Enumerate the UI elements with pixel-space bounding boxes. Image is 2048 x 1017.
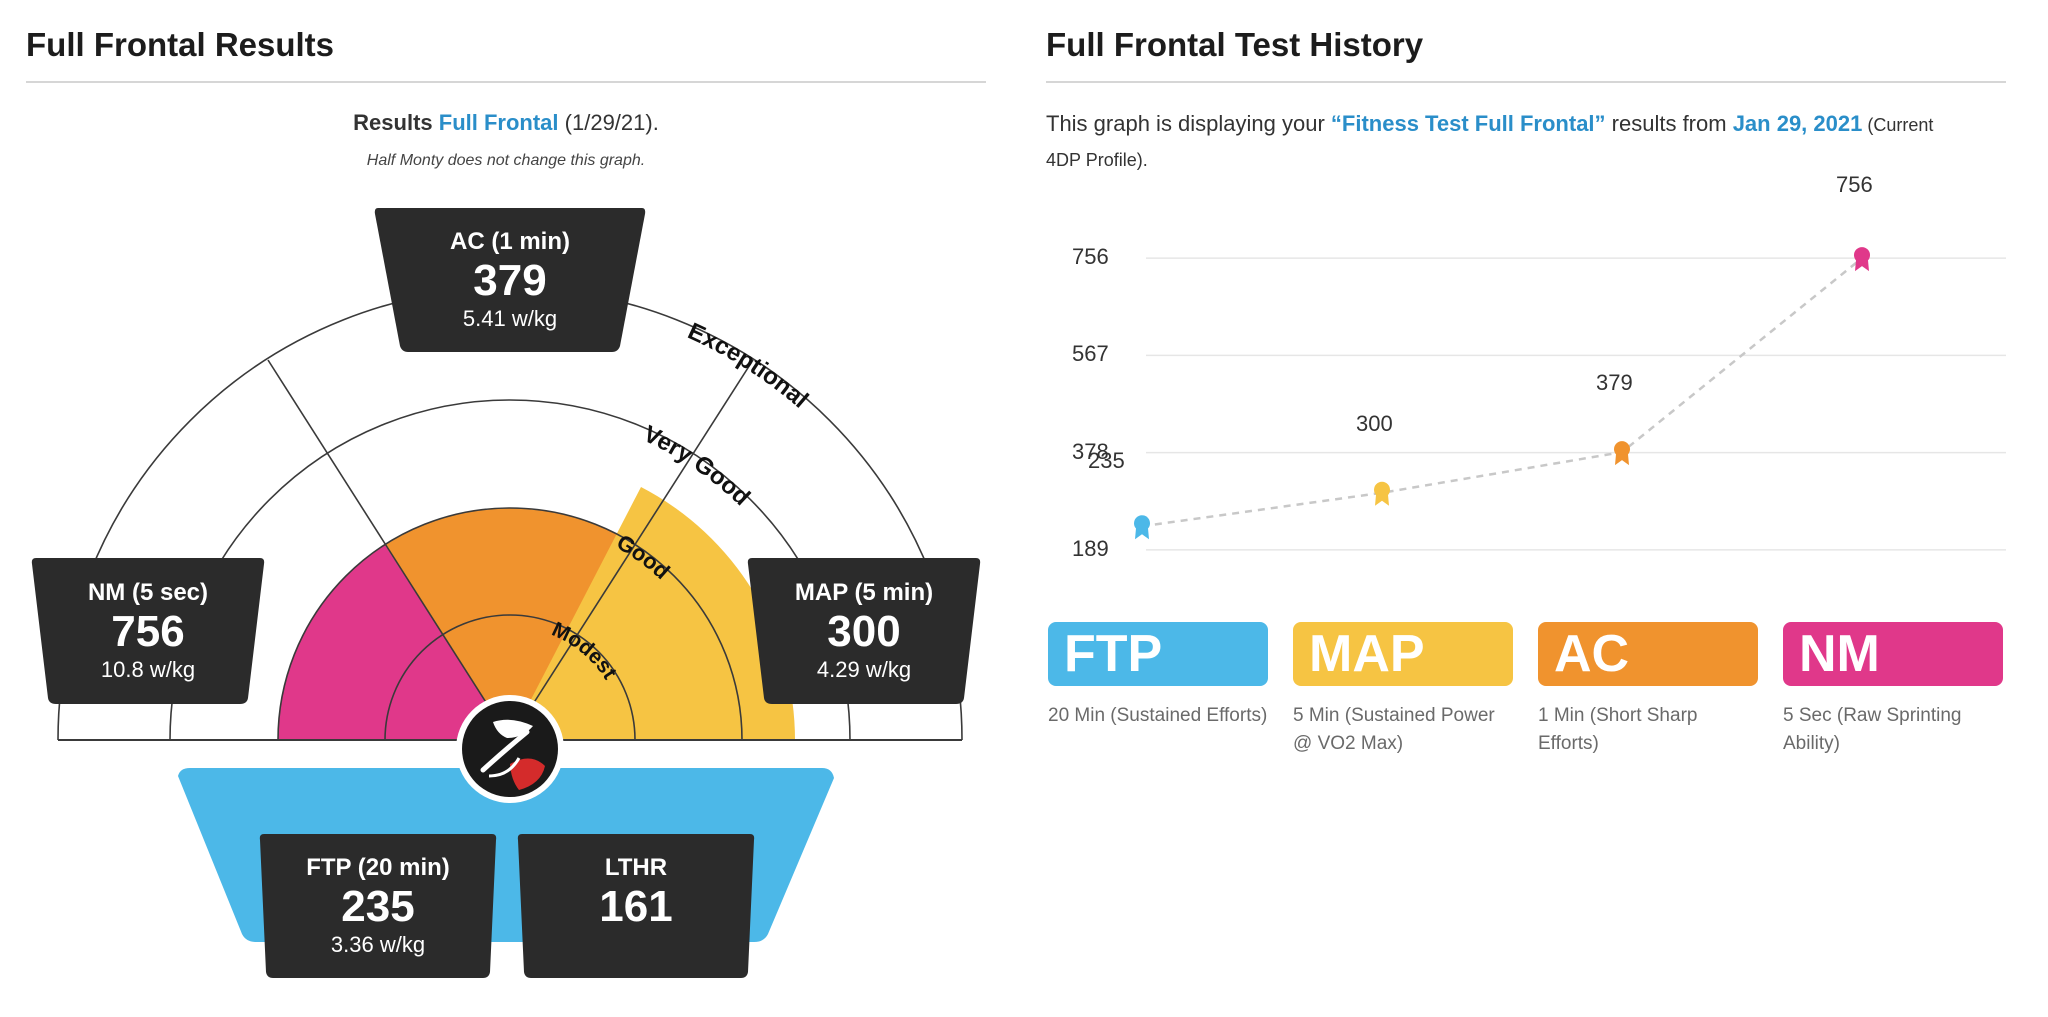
history-desc-part2: results from	[1605, 111, 1733, 136]
lthr-result-card: LTHR 161	[516, 832, 756, 980]
ac-wkg: 5.41 w/kg	[462, 306, 558, 332]
results-title-divider	[26, 81, 986, 83]
fitness-test-link[interactable]: “Fitness Test Full Frontal”	[1330, 111, 1606, 136]
history-line-chart	[1134, 247, 2006, 551]
map-wkg: 4.29 w/kg	[816, 657, 912, 683]
map-wedge	[510, 487, 795, 740]
nm-value: 756	[111, 606, 185, 656]
legend-desc-map: 5 Min (Sustained Power @ VO2 Max)	[1293, 705, 1495, 754]
legend-badge-nm: NM	[1783, 622, 2003, 686]
nm-label: NM (5 sec)	[87, 578, 209, 606]
legend-desc-ftp: 20 Min (Sustained Efforts)	[1048, 705, 1268, 726]
y-tick-label: 378	[1072, 438, 1109, 464]
nm-result-card: NM (5 sec) 756 10.8 w/kg	[30, 556, 266, 706]
ftp-label: FTP (20 min)	[306, 853, 450, 881]
half-monty-note: Half Monty does not change this graph.	[366, 152, 646, 169]
map-label: MAP (5 min)	[794, 578, 934, 606]
point-label: 756	[1836, 172, 1873, 198]
legend-desc-nm: 5 Sec (Raw Sprinting Ability)	[1783, 705, 1962, 754]
map-result-card: MAP (5 min) 300 4.29 w/kg	[746, 556, 982, 706]
point-label: 300	[1356, 410, 1393, 436]
lthr-label: LTHR	[604, 854, 668, 881]
point-label: 235	[1088, 448, 1125, 474]
y-tick-label: 567	[1072, 341, 1109, 367]
power-gauge: Exceptional Very Good Good Modest	[57, 287, 963, 741]
data-point-nm	[1854, 247, 1870, 272]
data-point-ftp	[1134, 515, 1150, 540]
legend-badge-ac: AC	[1538, 622, 1758, 686]
ac-result-card: AC (1 min) 379 5.41 w/kg	[372, 206, 648, 354]
results-panel-title: Full Frontal Results	[26, 26, 335, 63]
results-caption: Results Full Frontal (1/29/21).	[26, 110, 986, 136]
data-point-ac	[1614, 441, 1630, 466]
tier-label-exceptional: Exceptional	[684, 318, 814, 414]
ac-wedge	[385, 508, 635, 740]
history-desc-part1: This graph is displaying your	[1046, 111, 1331, 136]
chart-points	[1134, 247, 1870, 540]
sufferfest-logo	[456, 695, 564, 803]
results-prefix: Results	[353, 110, 433, 135]
point-label: 379	[1596, 370, 1633, 396]
nm-wedge	[278, 545, 510, 740]
lthr-value: 161	[599, 882, 673, 931]
history-panel-title: Full Frontal Test History	[1046, 26, 1424, 63]
history-date-link[interactable]: Jan 29, 2021	[1732, 111, 1863, 136]
history-desc-part3: (Current 4DP Profile).	[1046, 115, 1934, 171]
legend-badge-map: MAP	[1293, 622, 1513, 686]
ftp-result-card: FTP (20 min) 235 3.36 w/kg	[258, 832, 498, 980]
chart-series-line	[1141, 257, 1863, 528]
gauge-dividers	[267, 359, 754, 741]
y-tick-label: 189	[1072, 535, 1109, 561]
data-point-map	[1374, 481, 1390, 506]
ac-value: 379	[473, 255, 547, 305]
nm-wkg: 10.8 w/kg	[100, 657, 196, 683]
results-link[interactable]: Full Frontal	[438, 110, 559, 135]
y-tick-label: 756	[1072, 244, 1109, 270]
legend-desc-ac: 1 Min (Short Sharp Efforts)	[1538, 705, 1698, 754]
map-value: 300	[827, 606, 901, 656]
chart-grid	[1146, 257, 2006, 551]
history-description: This graph is displaying your “Fitness T…	[1046, 106, 1966, 176]
ftp-wkg: 3.36 w/kg	[330, 932, 426, 958]
ftp-value: 235	[341, 881, 415, 931]
series-line	[1141, 257, 1863, 528]
legend-badge-ftp: FTP	[1048, 622, 1268, 686]
results-date: (1/29/21).	[564, 110, 659, 135]
history-title-divider	[1046, 81, 2006, 83]
ac-label: AC (1 min)	[450, 227, 570, 255]
